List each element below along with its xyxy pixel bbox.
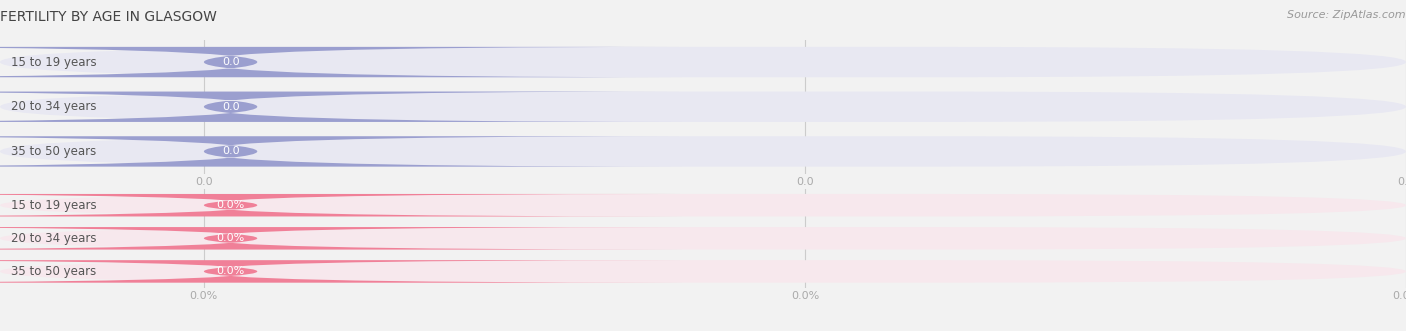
- FancyBboxPatch shape: [0, 92, 1406, 122]
- FancyBboxPatch shape: [0, 194, 682, 216]
- Text: 35 to 50 years: 35 to 50 years: [11, 265, 97, 278]
- FancyBboxPatch shape: [0, 260, 1406, 283]
- Text: 0.0: 0.0: [222, 146, 239, 157]
- Text: 0.0: 0.0: [1398, 177, 1406, 187]
- Text: 15 to 19 years: 15 to 19 years: [11, 56, 97, 69]
- Text: Source: ZipAtlas.com: Source: ZipAtlas.com: [1288, 10, 1406, 20]
- Text: 0.0%: 0.0%: [190, 291, 218, 301]
- Text: 0.0%: 0.0%: [217, 200, 245, 210]
- Text: 0.0%: 0.0%: [217, 266, 245, 276]
- Text: 20 to 34 years: 20 to 34 years: [11, 232, 97, 245]
- FancyBboxPatch shape: [0, 227, 1406, 250]
- FancyBboxPatch shape: [0, 227, 682, 250]
- FancyBboxPatch shape: [0, 136, 1406, 166]
- Text: 0.0: 0.0: [796, 177, 814, 187]
- FancyBboxPatch shape: [0, 47, 1406, 77]
- Text: 0.0%: 0.0%: [217, 233, 245, 243]
- Text: 0.0: 0.0: [222, 102, 239, 112]
- Text: 0.0%: 0.0%: [790, 291, 820, 301]
- FancyBboxPatch shape: [0, 260, 682, 283]
- Text: 0.0%: 0.0%: [1392, 291, 1406, 301]
- Text: 0.0: 0.0: [195, 177, 212, 187]
- FancyBboxPatch shape: [0, 194, 1406, 216]
- FancyBboxPatch shape: [0, 47, 682, 77]
- FancyBboxPatch shape: [0, 92, 682, 122]
- Text: 0.0: 0.0: [222, 57, 239, 67]
- Text: 15 to 19 years: 15 to 19 years: [11, 199, 97, 212]
- Text: 20 to 34 years: 20 to 34 years: [11, 100, 97, 113]
- FancyBboxPatch shape: [0, 136, 682, 166]
- Text: 35 to 50 years: 35 to 50 years: [11, 145, 97, 158]
- Text: FERTILITY BY AGE IN GLASGOW: FERTILITY BY AGE IN GLASGOW: [0, 10, 217, 24]
